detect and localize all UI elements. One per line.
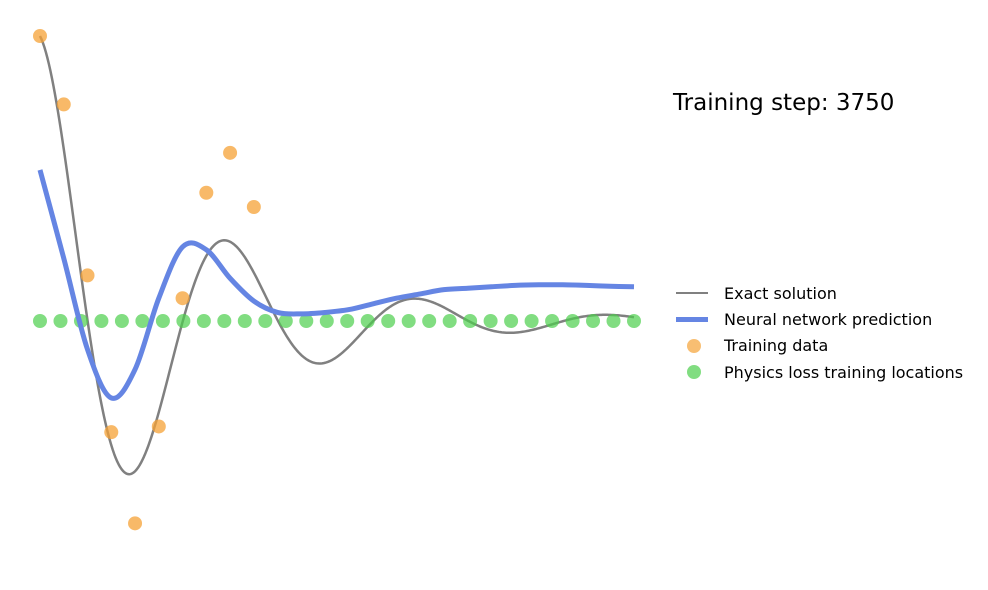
prediction-line <box>37 169 635 401</box>
physics-point <box>586 314 601 328</box>
physics-point <box>155 314 170 328</box>
training-point <box>33 29 47 43</box>
legend-label-prediction: Neural network prediction <box>724 309 933 329</box>
physics-point <box>217 314 232 328</box>
training-point <box>199 185 214 200</box>
training-point <box>246 200 261 214</box>
physics-point <box>299 314 314 328</box>
training-point <box>223 145 238 160</box>
physics-point <box>565 314 580 328</box>
physics-point <box>94 314 109 328</box>
prediction-line-group <box>37 169 635 401</box>
training-point <box>175 291 190 306</box>
physics-point <box>627 314 641 328</box>
physics-point <box>196 314 211 328</box>
physics-point <box>463 314 478 328</box>
physics-point <box>524 314 539 328</box>
training-step-title: Training step: 3750 <box>673 90 895 116</box>
physics-point <box>33 314 47 328</box>
training-point <box>80 268 95 283</box>
physics-point <box>606 314 621 328</box>
physics-point <box>381 314 396 328</box>
training-point <box>128 516 143 531</box>
legend-swatch-physics <box>672 361 712 383</box>
legend-swatch-training <box>672 335 712 357</box>
physics-point <box>278 314 293 328</box>
training-point <box>104 425 119 440</box>
physics-point <box>360 314 375 328</box>
legend-item-training: Training data <box>672 333 963 359</box>
training-point <box>56 97 71 112</box>
training-points-group <box>33 29 261 531</box>
legend-swatch-exact <box>672 282 712 304</box>
legend-label-physics: Physics loss training locations <box>724 362 964 382</box>
physics-point <box>442 314 457 328</box>
physics-point <box>483 314 498 328</box>
physics-point <box>114 314 129 328</box>
legend-item-exact: Exact solution <box>672 280 963 306</box>
physics-point <box>258 314 273 328</box>
training-point <box>151 419 166 434</box>
physics-point <box>545 314 560 328</box>
physics-point <box>504 314 519 328</box>
physics-points-group <box>33 314 641 328</box>
legend-item-prediction: Neural network prediction <box>672 306 963 332</box>
physics-point <box>319 314 334 328</box>
legend-swatch-prediction <box>672 308 712 330</box>
exact-solution-line-group <box>38 35 635 476</box>
physics-point <box>135 314 150 328</box>
legend-label-exact: Exact solution <box>724 283 837 303</box>
legend-label-training: Training data <box>724 336 829 356</box>
physics-point <box>176 314 191 328</box>
physics-point <box>237 314 252 328</box>
physics-point <box>401 314 416 328</box>
legend-item-physics: Physics loss training locations <box>672 359 963 385</box>
physics-point <box>422 314 437 328</box>
exact-solution-line <box>38 35 635 476</box>
physics-point <box>340 314 355 328</box>
chart-legend: Exact solution Neural network prediction… <box>672 280 963 385</box>
physics-point <box>53 314 68 328</box>
